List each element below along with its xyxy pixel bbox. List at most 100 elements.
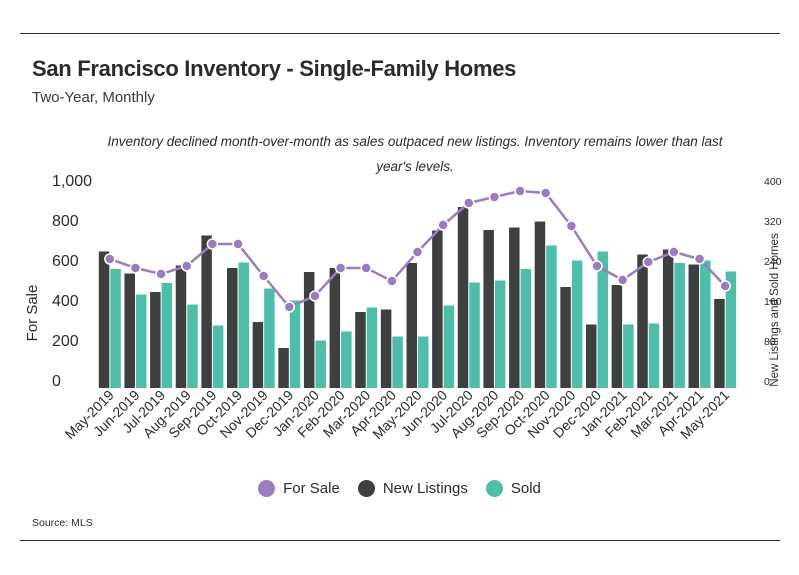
for-sale-point bbox=[104, 253, 116, 265]
for-sale-point bbox=[437, 219, 449, 231]
sold-bar bbox=[520, 269, 532, 388]
right-tick-label: 80 bbox=[764, 336, 776, 348]
right-tick-label: 400 bbox=[764, 176, 782, 188]
new-listings-bar bbox=[406, 263, 417, 388]
for-sale-point bbox=[232, 238, 244, 250]
right-axis-ticks: 0 80 160 240 320 400 bbox=[764, 176, 782, 388]
legend-label-for-sale: For Sale bbox=[283, 480, 340, 497]
new-listings-bar bbox=[124, 273, 135, 388]
legend-item-for-sale[interactable]: For Sale bbox=[258, 480, 340, 497]
legend-marker-for-sale bbox=[258, 480, 276, 497]
legend-label-sold: Sold bbox=[510, 480, 541, 497]
for-sale-point bbox=[719, 280, 731, 292]
right-tick-label: 240 bbox=[764, 256, 782, 268]
new-listings-bar bbox=[380, 309, 392, 388]
new-listings-bar bbox=[355, 312, 366, 388]
for-sale-point bbox=[693, 253, 706, 265]
chart-legend: For Sale New Listings Sold bbox=[0, 480, 799, 497]
new-listings-bar bbox=[637, 254, 648, 388]
new-listings-bar bbox=[303, 272, 315, 388]
for-sale-point bbox=[642, 256, 655, 268]
for-sale-point bbox=[334, 262, 347, 274]
right-tick-label: 160 bbox=[764, 296, 782, 308]
sold-bar bbox=[212, 325, 224, 388]
sold-bar bbox=[161, 283, 173, 388]
for-sale-point bbox=[565, 220, 578, 232]
for-sale-point bbox=[129, 262, 142, 274]
chart-annotation: Inventory declined month-over-month as s… bbox=[107, 134, 723, 174]
left-tick-label: 400 bbox=[52, 293, 79, 310]
for-sale-point bbox=[514, 185, 526, 197]
new-listings-bar bbox=[150, 292, 161, 388]
for-sale-point bbox=[616, 274, 629, 286]
for-sale-point bbox=[539, 187, 552, 199]
chart-title: San Francisco Inventory - Single-Family … bbox=[32, 56, 517, 81]
sold-bar bbox=[289, 300, 301, 388]
sold-bar bbox=[366, 307, 378, 388]
sold-bar bbox=[469, 282, 480, 388]
new-listings-bar bbox=[688, 264, 700, 388]
legend-item-new-listings[interactable]: New Listings bbox=[357, 480, 468, 497]
left-tick-label: 1,000 bbox=[52, 173, 92, 190]
for-sale-point bbox=[488, 191, 501, 203]
left-tick-label: 600 bbox=[52, 253, 79, 270]
new-listings-bar bbox=[483, 230, 494, 388]
legend-marker-new-listings bbox=[357, 480, 375, 497]
for-sale-point bbox=[386, 275, 398, 287]
legend-marker-sold bbox=[485, 480, 503, 497]
bottom-rule bbox=[20, 540, 780, 541]
top-rule bbox=[20, 33, 780, 34]
for-sale-point bbox=[155, 268, 167, 280]
for-sale-point bbox=[360, 262, 372, 274]
sold-bar bbox=[238, 262, 250, 388]
sold-bar bbox=[571, 260, 583, 388]
x-axis-ticks: May-2019Jun-2019Jul-2019Aug-2019Sep-2019… bbox=[62, 387, 733, 442]
sold-bar bbox=[648, 323, 660, 388]
for-sale-point bbox=[463, 197, 475, 209]
bars-group bbox=[98, 207, 737, 388]
for-sale-point bbox=[180, 260, 193, 272]
legend-label-new-listings: New Listings bbox=[382, 480, 468, 497]
new-listings-bar bbox=[432, 230, 443, 388]
for-sale-point bbox=[309, 290, 321, 302]
sold-bar bbox=[135, 294, 147, 388]
new-listings-bar bbox=[611, 285, 623, 388]
new-listings-bar bbox=[278, 348, 289, 388]
left-tick-label: 200 bbox=[52, 333, 79, 350]
chart-subtitle: Two-Year, Monthly bbox=[32, 89, 155, 106]
legend-item-sold[interactable]: Sold bbox=[485, 480, 541, 497]
sold-bar bbox=[546, 245, 557, 388]
new-listings-bar bbox=[534, 221, 546, 388]
new-listings-bar bbox=[227, 268, 238, 388]
for-sale-line-group bbox=[104, 185, 731, 313]
sold-bar bbox=[725, 271, 737, 388]
for-sale-point bbox=[591, 260, 603, 272]
sold-bar bbox=[341, 331, 352, 388]
for-sale-point bbox=[411, 246, 424, 258]
right-tick-label: 320 bbox=[764, 216, 782, 228]
new-listings-bar bbox=[252, 322, 264, 388]
new-listings-bar bbox=[457, 207, 469, 388]
new-listings-bar bbox=[662, 249, 674, 388]
source-note: Source: MLS bbox=[32, 517, 93, 529]
for-sale-point bbox=[206, 238, 219, 250]
for-sale-point bbox=[668, 246, 680, 258]
sold-bar bbox=[623, 324, 634, 388]
sold-bar bbox=[597, 251, 608, 388]
right-tick-label: 0 bbox=[764, 376, 770, 388]
new-listings-bar bbox=[329, 268, 341, 388]
left-tick-label: 0 bbox=[52, 373, 61, 390]
sold-bar bbox=[674, 263, 685, 388]
left-axis-title: For Sale bbox=[24, 285, 41, 342]
sold-bar bbox=[315, 340, 326, 388]
sold-bar bbox=[187, 304, 198, 388]
sold-bar bbox=[418, 336, 429, 388]
new-listings-bar bbox=[98, 251, 110, 388]
sold-bar bbox=[494, 280, 506, 388]
new-listings-bar bbox=[201, 235, 212, 388]
sold-bar bbox=[264, 288, 275, 388]
left-tick-label: 800 bbox=[52, 213, 79, 230]
new-listings-bar bbox=[585, 324, 597, 388]
for-sale-point bbox=[257, 270, 270, 282]
